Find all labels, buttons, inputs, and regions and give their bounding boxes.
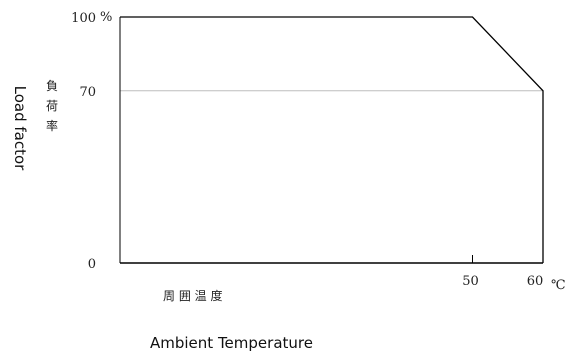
x-unit-label: ℃ — [551, 278, 566, 293]
y-unit-label: % — [100, 10, 112, 25]
axes-layer — [119, 17, 543, 264]
y-tick-label-0: 0 — [88, 257, 96, 272]
x-axis-label: Ambient Temperature — [150, 334, 313, 352]
y-axis-label-japanese: 負荷率 — [46, 79, 58, 133]
derating-curve — [120, 16, 544, 263]
x-tick-label-60: 60 — [527, 274, 544, 289]
y-label-ja-char-0: 負 — [46, 79, 58, 93]
x-axis-label-japanese: 周 囲 温 度 — [163, 288, 222, 303]
x-tick-labels: 50 60 — [462, 274, 543, 289]
x-tick-label-50: 50 — [462, 274, 479, 289]
y-label-ja-char-1: 荷 — [46, 99, 58, 113]
y-axis-label: Load factor — [11, 85, 29, 171]
series-layer — [120, 16, 544, 263]
y-tick-label-70: 70 — [79, 85, 96, 100]
y-tick-label-100: 100 — [71, 11, 96, 26]
y-label-ja-char-2: 率 — [46, 118, 58, 133]
y-tick-labels: 0 70 100 — [71, 11, 96, 272]
